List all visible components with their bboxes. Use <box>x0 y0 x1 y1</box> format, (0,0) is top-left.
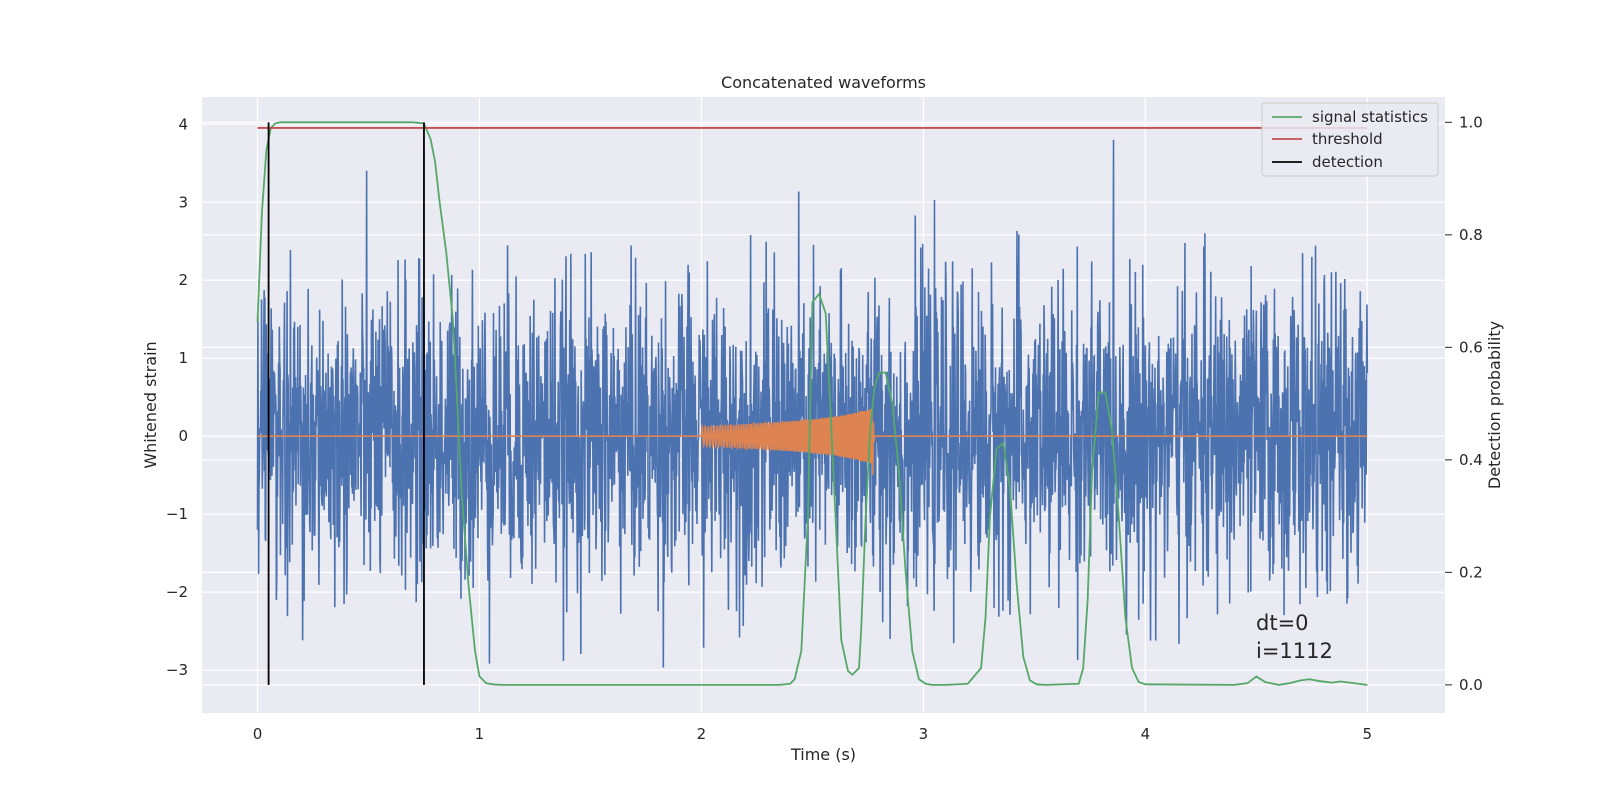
y2-tick-label: 0.2 <box>1459 563 1483 581</box>
y2-tick-label: 0.6 <box>1459 338 1483 356</box>
x-tick-label: 5 <box>1363 725 1373 743</box>
y-tick-label: 2 <box>178 271 188 289</box>
legend-box <box>1261 102 1439 177</box>
x-tick-label: 1 <box>475 725 485 743</box>
y-tick-label: 3 <box>178 193 188 211</box>
x-tick-label: 2 <box>697 725 707 743</box>
injected-waveform-series <box>257 408 1368 476</box>
legend-label-threshold: threshold <box>1312 130 1383 148</box>
y-axis-label: Whitened strain <box>141 341 160 468</box>
y2-tick-label: 0.4 <box>1459 451 1483 469</box>
legend-label-detection: detection <box>1312 153 1383 171</box>
signal-statistics-line <box>256 121 1368 686</box>
plot-layer <box>256 121 1369 686</box>
y-tick-label: −1 <box>166 505 188 523</box>
tick-labels: 0 1 2 3 4 5 −3 −2 −1 0 1 2 3 4 0.0 0.2 0.4 0.6 0.8 1.0 <box>166 113 1483 743</box>
legend-label-signal-statistics: signal statistics <box>1312 108 1428 126</box>
y2-tick-label: 0.8 <box>1459 226 1483 244</box>
y-tick-label: 0 <box>178 427 188 445</box>
legend: signal statistics threshold detection <box>1261 102 1439 177</box>
x-axis-label: Time (s) <box>790 745 856 764</box>
annotation-dt: dt=0 <box>1256 611 1309 635</box>
x-tick-label: 3 <box>919 725 929 743</box>
chart-title: Concatenated waveforms <box>721 73 926 92</box>
annotation-i: i=1112 <box>1256 639 1333 663</box>
x-tick-label: 0 <box>253 725 263 743</box>
y-tick-label: 4 <box>178 115 188 133</box>
y-tick-label: −3 <box>166 661 188 679</box>
y2-tick-label: 1.0 <box>1459 113 1483 131</box>
x-tick-label: 4 <box>1141 725 1151 743</box>
y2-tick-label: 0.0 <box>1459 676 1483 694</box>
y-tick-label: 1 <box>178 349 188 367</box>
y-tick-label: −2 <box>166 583 188 601</box>
y2-axis-label: Detection probability <box>1485 321 1504 489</box>
